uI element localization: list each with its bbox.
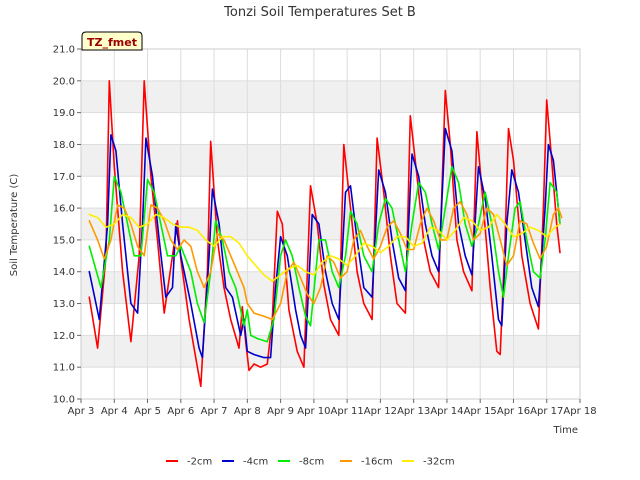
legend-item: -32cm bbox=[402, 457, 455, 468]
legend-label: -8cm bbox=[299, 457, 324, 468]
x-tick-label: Apr 13 bbox=[397, 406, 430, 417]
series-lines bbox=[88, 80, 563, 388]
x-tick-label: Apr 4 bbox=[101, 406, 128, 417]
x-tick-label: Apr 5 bbox=[134, 406, 161, 417]
series-line-minus-32cm bbox=[88, 213, 561, 283]
x-tick-label: Apr 6 bbox=[167, 406, 194, 417]
legend-label: -32cm bbox=[423, 457, 455, 468]
legend-item: -16cm bbox=[340, 457, 393, 468]
legend-label: -16cm bbox=[361, 457, 393, 468]
x-tick-label: Apr 11 bbox=[331, 406, 364, 417]
legend-item: -2cm bbox=[166, 457, 212, 468]
y-tick-label: 15.0 bbox=[53, 235, 75, 246]
legend-item: -8cm bbox=[278, 457, 324, 468]
legend-label: -4cm bbox=[243, 457, 268, 468]
legend: -2cm -4cm -8cm -16cm -32cm bbox=[166, 457, 455, 468]
legend-item: -4cm bbox=[222, 457, 268, 468]
grid-band bbox=[81, 335, 580, 368]
plot-area bbox=[80, 48, 581, 400]
annotation-label: TZ_fmet bbox=[87, 36, 137, 49]
y-tick-label: 12.0 bbox=[53, 331, 75, 342]
series-line-minus-16cm bbox=[88, 200, 563, 321]
x-tick-label: Apr 16 bbox=[497, 406, 530, 417]
x-tick-label: Apr 7 bbox=[201, 406, 228, 417]
grid-band bbox=[81, 144, 580, 177]
y-tick-label: 11.0 bbox=[53, 363, 75, 374]
grid-band bbox=[81, 80, 580, 113]
x-tick-label: Apr 12 bbox=[364, 406, 397, 417]
y-tick-label: 19.0 bbox=[53, 108, 75, 119]
x-tick-label: Apr 9 bbox=[267, 406, 294, 417]
y-tick-label: 18.0 bbox=[53, 140, 75, 151]
grid-band bbox=[81, 208, 580, 240]
annotation-badge-shape bbox=[81, 31, 143, 51]
x-tick-label: Apr 15 bbox=[464, 406, 497, 417]
y-axis-label: Soil Temperature (C) bbox=[9, 174, 20, 277]
plot-frame bbox=[80, 48, 581, 400]
legend-label: -2cm bbox=[187, 457, 212, 468]
y-tick-label: 17.0 bbox=[53, 172, 75, 183]
x-tick-label: Apr 14 bbox=[430, 406, 463, 417]
y-axis-ticks: 10.0 11.0 12.0 13.0 14.0 15.0 16.0 17.0 18.0 19.0… bbox=[53, 45, 81, 406]
x-tick-label: Apr 17 bbox=[530, 406, 563, 417]
x-tick-label: Apr 10 bbox=[297, 406, 330, 417]
y-tick-label: 10.0 bbox=[53, 395, 75, 406]
x-axis-ticks: Apr 3 Apr 4 Apr 5 Apr 6 Apr 7 Apr 8 Apr 9 Apr 1… bbox=[68, 399, 597, 417]
y-tick-label: 20.0 bbox=[53, 76, 75, 87]
annotation-box: TZ_fmet bbox=[81, 31, 143, 51]
x-tick-label: Apr 3 bbox=[68, 406, 95, 417]
x-tick-label: Apr 8 bbox=[234, 406, 261, 417]
y-tick-label: 21.0 bbox=[53, 45, 75, 56]
grid-bands bbox=[81, 80, 580, 368]
y-tick-label: 14.0 bbox=[53, 267, 75, 278]
y-tick-label: 16.0 bbox=[53, 204, 75, 215]
series-line-minus-8cm bbox=[88, 165, 561, 343]
x-tick-label: Apr 18 bbox=[563, 406, 596, 417]
chart-title: Tonzi Soil Temperatures Set B bbox=[223, 5, 416, 20]
y-tick-label: 13.0 bbox=[53, 299, 75, 310]
x-axis-label: Time bbox=[553, 425, 578, 436]
